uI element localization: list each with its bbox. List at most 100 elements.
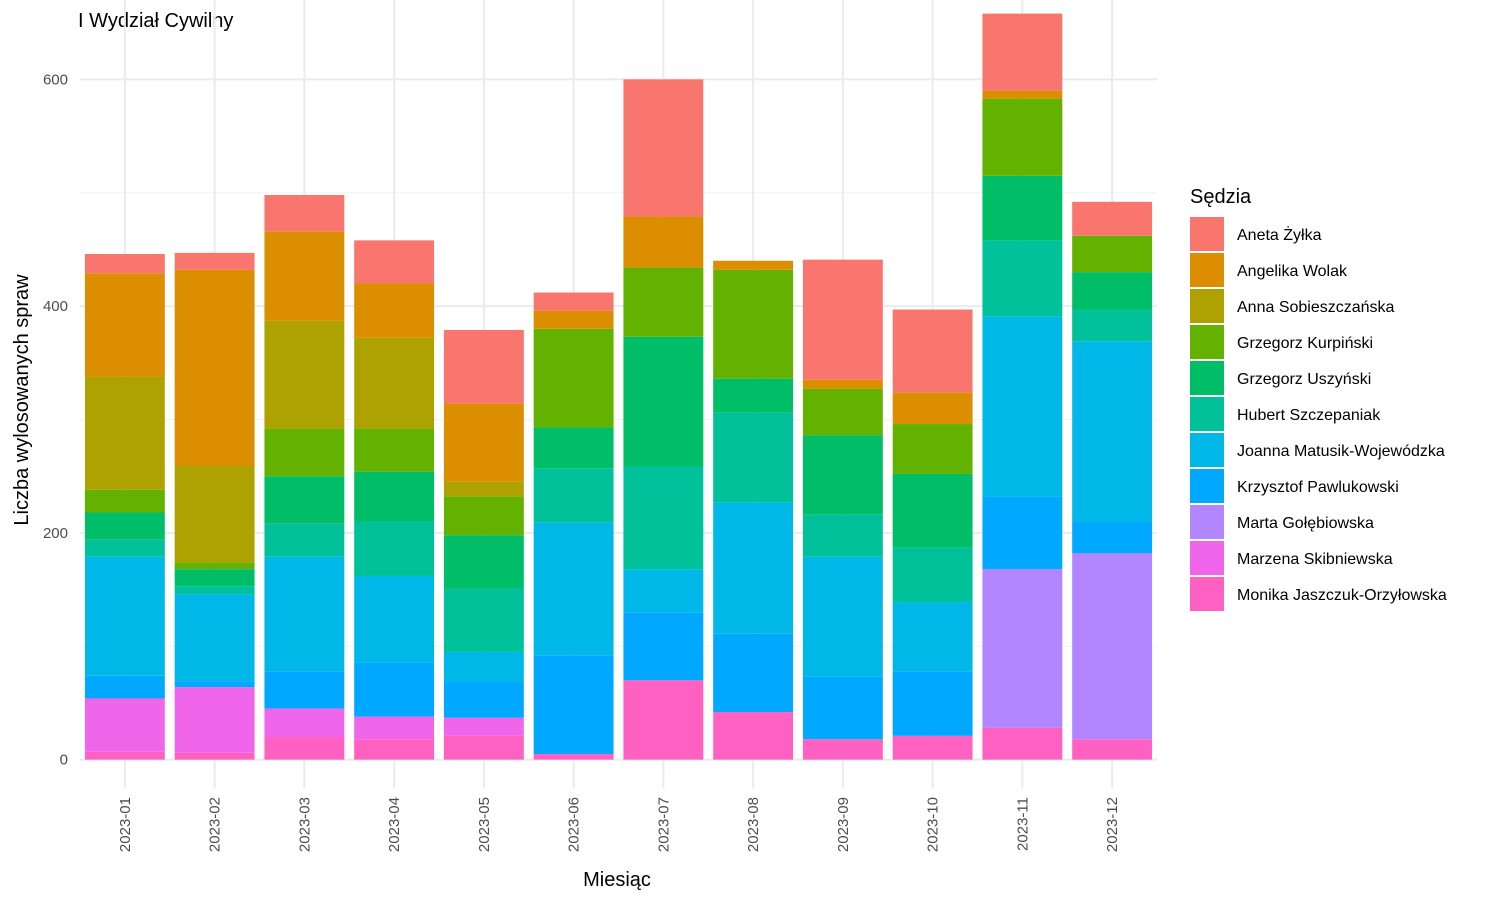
- bar-segment: [623, 612, 704, 681]
- bar-segment: [623, 267, 704, 337]
- bar-segment: [443, 735, 524, 760]
- legend: Sędzia Aneta Żyłka Angelika Wolak Anna Sob…: [1190, 186, 1447, 611]
- bar-segment: [354, 716, 435, 740]
- bar-segment: [623, 216, 704, 268]
- x-tick-label: 2023-01: [117, 797, 134, 852]
- x-tick-label: 2023-12: [1104, 797, 1121, 852]
- bar-segment: [802, 556, 883, 677]
- legend-title: Sędzia: [1190, 186, 1252, 208]
- bar-segment: [84, 489, 165, 513]
- bar-segment: [443, 681, 524, 718]
- x-axis: 2023-01 2023-02 2023-03 2023-04 2023-05 2023-…: [117, 797, 1121, 852]
- bar-segment: [892, 309, 973, 393]
- legend-swatch: [1190, 469, 1224, 503]
- bar-segment: [174, 252, 255, 270]
- bar-segment: [533, 753, 614, 760]
- x-tick-label: 2023-10: [925, 797, 942, 852]
- bar-segment: [1072, 553, 1153, 740]
- legend-label: Krzysztof Pawlukowski: [1237, 479, 1399, 496]
- bar-segment: [264, 320, 345, 429]
- bar-segment: [264, 428, 345, 477]
- bar-segment: [174, 586, 255, 595]
- bar-segment: [264, 556, 345, 672]
- bar-segment: [84, 253, 165, 274]
- bar-segment: [892, 473, 973, 548]
- bar-segment: [892, 671, 973, 736]
- bar-segment: [892, 392, 973, 425]
- bar-segment: [713, 633, 794, 713]
- bar-segment: [354, 662, 435, 717]
- bar-segment: [84, 698, 165, 752]
- x-tick-label: 2023-09: [835, 797, 852, 852]
- bar-segment: [354, 575, 435, 663]
- x-tick-label: 2023-03: [296, 797, 313, 852]
- legend-label: Marzena Skibniewska: [1237, 551, 1393, 568]
- bar-segment: [713, 412, 794, 503]
- bar-segment: [713, 712, 794, 760]
- bar-segment: [802, 388, 883, 436]
- bar-segment: [443, 717, 524, 736]
- bar-segment: [443, 403, 524, 482]
- bar-segment: [982, 13, 1063, 91]
- bar-segment: [354, 428, 435, 472]
- bar-segment: [84, 556, 165, 676]
- x-tick-label: 2023-11: [1014, 797, 1031, 851]
- bar-segment: [802, 435, 883, 515]
- bar-segment: [174, 752, 255, 760]
- bar-segment: [533, 522, 614, 656]
- legend-label: Anna Sobieszczańska: [1237, 299, 1395, 316]
- bar-segment: [713, 269, 794, 379]
- bar-segment: [892, 424, 973, 474]
- bar-segment: [443, 481, 524, 497]
- bar-segment: [174, 594, 255, 682]
- bar-segment: [982, 98, 1063, 176]
- bar-segment: [623, 569, 704, 613]
- y-tick-label: 200: [43, 525, 68, 542]
- x-tick-label: 2023-08: [745, 797, 762, 852]
- bar-segment: [354, 471, 435, 522]
- y-tick-label: 400: [43, 298, 68, 315]
- bar-segment: [84, 539, 165, 557]
- bar-segment: [174, 562, 255, 570]
- bar-segment: [713, 378, 794, 413]
- y-tick-label: 600: [43, 71, 68, 88]
- bar-segment: [84, 675, 165, 699]
- x-tick-label: 2023-04: [386, 797, 403, 852]
- x-axis-title: Miesiąc: [583, 869, 651, 891]
- bar-segment: [174, 681, 255, 688]
- bar-segment: [802, 739, 883, 760]
- legend-swatch: [1190, 289, 1224, 323]
- bar-segment: [174, 269, 255, 466]
- legend-swatch: [1190, 541, 1224, 575]
- bar-segment: [892, 735, 973, 760]
- bar-segment: [533, 310, 614, 329]
- bar-segment: [982, 496, 1063, 570]
- bar-segment: [354, 337, 435, 429]
- legend-label: Aneta Żyłka: [1237, 225, 1322, 244]
- bar-segment: [982, 316, 1063, 497]
- bar-segment: [354, 739, 435, 760]
- bar-segment: [982, 240, 1063, 317]
- bar-segment: [533, 427, 614, 469]
- legend-label: Angelika Wolak: [1237, 263, 1348, 280]
- legend-swatch: [1190, 361, 1224, 395]
- bar-segment: [443, 588, 524, 652]
- bar-segment: [84, 376, 165, 490]
- bar-segment: [1072, 341, 1153, 522]
- bar-segment: [982, 90, 1063, 99]
- bar-segment: [892, 547, 973, 603]
- bar-segment: [982, 175, 1063, 241]
- legend-label: Monika Jaszczuk-Orzyłowska: [1237, 587, 1447, 604]
- bar-segment: [264, 736, 345, 760]
- bar-segment: [982, 569, 1063, 728]
- x-tick-label: 2023-05: [476, 797, 493, 852]
- bar-segment: [623, 465, 704, 570]
- bar-segment: [1072, 272, 1153, 310]
- bar-segment: [1072, 201, 1153, 236]
- chart-title: I Wydział Cywilny: [78, 10, 233, 32]
- bar-segment: [533, 328, 614, 428]
- legend-label: Marta Gołębiowska: [1237, 515, 1374, 532]
- bar-segment: [84, 512, 165, 540]
- legend-swatch: [1190, 217, 1224, 251]
